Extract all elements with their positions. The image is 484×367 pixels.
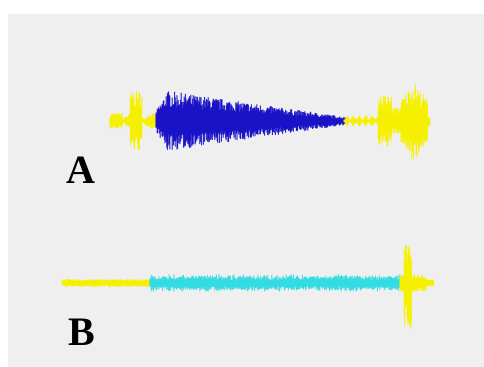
panel-label-b: B [68, 309, 95, 354]
panel-label-a: A [66, 147, 95, 192]
signal-b-yellow-tail [399, 245, 435, 329]
signal-b-cyan-noise [149, 274, 407, 292]
waveform-a [109, 84, 431, 160]
signal-a-yellow-tail [343, 84, 431, 160]
signal-b-yellow-start [61, 279, 151, 287]
waveform-b [61, 245, 435, 329]
signal-a-blue-burst [155, 91, 347, 150]
signal-a-yellow-start [109, 91, 159, 150]
